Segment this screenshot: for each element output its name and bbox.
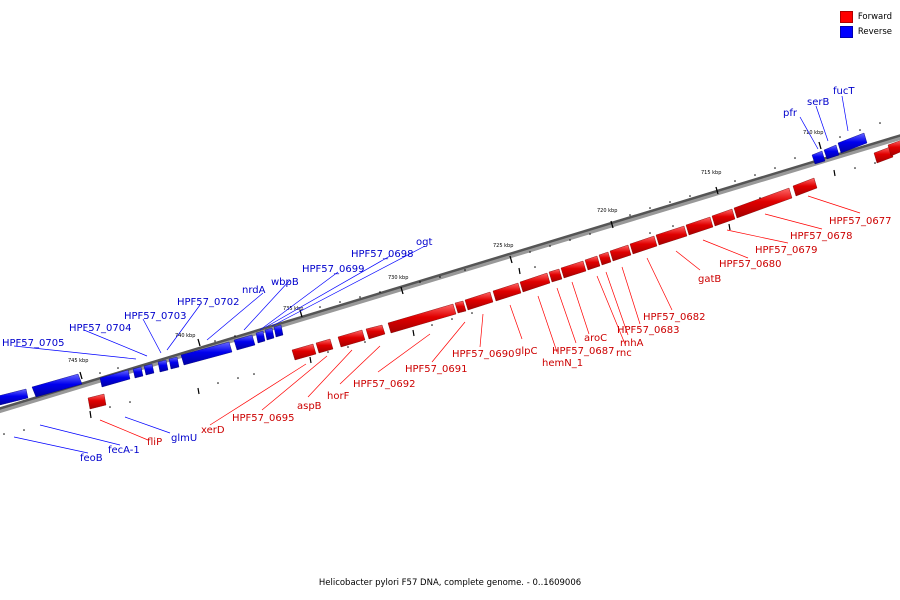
gene-block bbox=[315, 338, 334, 354]
gene-block bbox=[560, 260, 587, 279]
tick-label: 725 kbp bbox=[493, 243, 513, 249]
gene-block bbox=[887, 140, 900, 157]
gene-label: gatB bbox=[698, 274, 721, 285]
gene-block bbox=[598, 251, 612, 266]
gene-block bbox=[264, 327, 275, 341]
reverse-labels: HPF57_0705 HPF57_0704 HPF57_0703 HPF57_0… bbox=[2, 86, 855, 464]
gene-label: fecA-1 bbox=[108, 445, 140, 456]
reverse-genes bbox=[0, 132, 868, 406]
gene-label: HPF57_0695 bbox=[232, 413, 294, 424]
gene-block bbox=[99, 369, 131, 388]
gene-label: HPF57_0692 bbox=[353, 379, 415, 390]
gene-block bbox=[823, 144, 840, 160]
gene-block bbox=[464, 291, 494, 311]
scale-ticks bbox=[79, 141, 836, 419]
gene-label: HPF57_0698 bbox=[351, 249, 413, 260]
gene-label: hemN_1 bbox=[542, 358, 583, 369]
gene-block bbox=[584, 255, 601, 271]
gene-block bbox=[255, 330, 266, 344]
legend: Forward Reverse bbox=[839, 9, 892, 39]
gene-block bbox=[233, 334, 256, 351]
gene-block bbox=[143, 363, 155, 376]
gene-label: HPF57_0679 bbox=[755, 245, 817, 256]
gene-label: wbpB bbox=[271, 277, 299, 288]
gene-block bbox=[337, 329, 366, 348]
gene-block bbox=[157, 359, 169, 373]
gene-block bbox=[492, 282, 522, 302]
forward-swatch bbox=[839, 10, 853, 23]
reverse-swatch bbox=[839, 25, 853, 38]
gene-label: HPF57_0683 bbox=[617, 325, 679, 336]
gene-label: HPF57_0690 bbox=[452, 349, 514, 360]
legend-forward: Forward bbox=[839, 9, 892, 24]
gene-label: aroC bbox=[584, 333, 607, 344]
tick-label: 730 kbp bbox=[388, 275, 408, 281]
genome-caption: Helicobacter pylori F57 DNA, complete ge… bbox=[318, 578, 582, 588]
gene-block bbox=[87, 393, 107, 410]
scale-dots bbox=[3, 122, 881, 435]
gene-block bbox=[365, 324, 386, 340]
gene-label: feoB bbox=[80, 453, 103, 464]
legend-reverse: Reverse bbox=[839, 24, 892, 39]
tick-label: 735 kbp bbox=[283, 306, 303, 312]
tick-label: 745 kbp bbox=[68, 358, 88, 364]
gene-block bbox=[609, 244, 632, 262]
tick-label: 710 kbp bbox=[803, 130, 823, 136]
legend-reverse-label: Reverse bbox=[857, 26, 892, 37]
gene-block bbox=[387, 303, 457, 334]
gene-block bbox=[655, 225, 688, 246]
legend-forward-label: Forward bbox=[857, 11, 892, 22]
gene-label: horF bbox=[327, 391, 350, 402]
forward-labels: fliP xerD HPF57_0695 aspB horF HPF57_069… bbox=[147, 216, 891, 448]
gene-block bbox=[629, 235, 658, 255]
gene-block bbox=[837, 132, 868, 154]
gene-block bbox=[454, 300, 467, 314]
gene-label: HPF57_0691 bbox=[405, 364, 467, 375]
gene-label: HPF57_0682 bbox=[643, 312, 705, 323]
forward-leaders bbox=[99, 195, 861, 441]
gene-block bbox=[273, 324, 284, 338]
gene-block bbox=[733, 187, 793, 219]
gene-block bbox=[291, 343, 317, 361]
gene-block bbox=[31, 373, 83, 398]
gene-label: nrdA bbox=[242, 285, 266, 296]
gene-block bbox=[811, 150, 826, 165]
gene-label: aspB bbox=[297, 401, 322, 412]
gene-label: serB bbox=[807, 97, 829, 108]
gene-label: HPF57_0678 bbox=[790, 231, 852, 242]
gene-block bbox=[519, 272, 551, 293]
gene-block bbox=[685, 216, 714, 236]
gene-label: pfr bbox=[783, 108, 798, 119]
gene-label: rnhA bbox=[620, 338, 644, 349]
gene-label: HPF57_0705 bbox=[2, 338, 64, 349]
gene-label: HPF57_0677 bbox=[829, 216, 891, 227]
gene-label: ogt bbox=[416, 237, 432, 248]
gene-block bbox=[873, 146, 894, 164]
gene-label: HPF57_0702 bbox=[177, 297, 239, 308]
gene-block bbox=[168, 356, 180, 370]
tick-label: 720 kbp bbox=[597, 208, 617, 214]
gene-block bbox=[180, 341, 233, 366]
forward-genes bbox=[87, 140, 900, 410]
gene-label: fucT bbox=[833, 86, 855, 97]
gene-label: glpC bbox=[515, 346, 537, 357]
reverse-leaders bbox=[13, 95, 849, 454]
gene-block bbox=[548, 268, 563, 283]
gene-label: HPF57_0680 bbox=[719, 259, 781, 270]
gene-block bbox=[792, 177, 818, 197]
gene-label: HPF57_0687 bbox=[552, 346, 614, 357]
gene-label: xerD bbox=[201, 425, 225, 436]
gene-block bbox=[0, 388, 29, 406]
gene-block bbox=[132, 366, 144, 379]
gene-label: fliP bbox=[147, 437, 162, 448]
tick-label: 715 kbp bbox=[701, 170, 721, 176]
tick-label: 740 kbp bbox=[175, 333, 195, 339]
gene-label: HPF57_0703 bbox=[124, 311, 186, 322]
gene-label: glmU bbox=[171, 433, 197, 444]
gene-label: rnc bbox=[616, 348, 632, 359]
gene-block bbox=[711, 208, 736, 227]
gene-label: HPF57_0704 bbox=[69, 323, 131, 334]
gene-label: HPF57_0699 bbox=[302, 264, 364, 275]
